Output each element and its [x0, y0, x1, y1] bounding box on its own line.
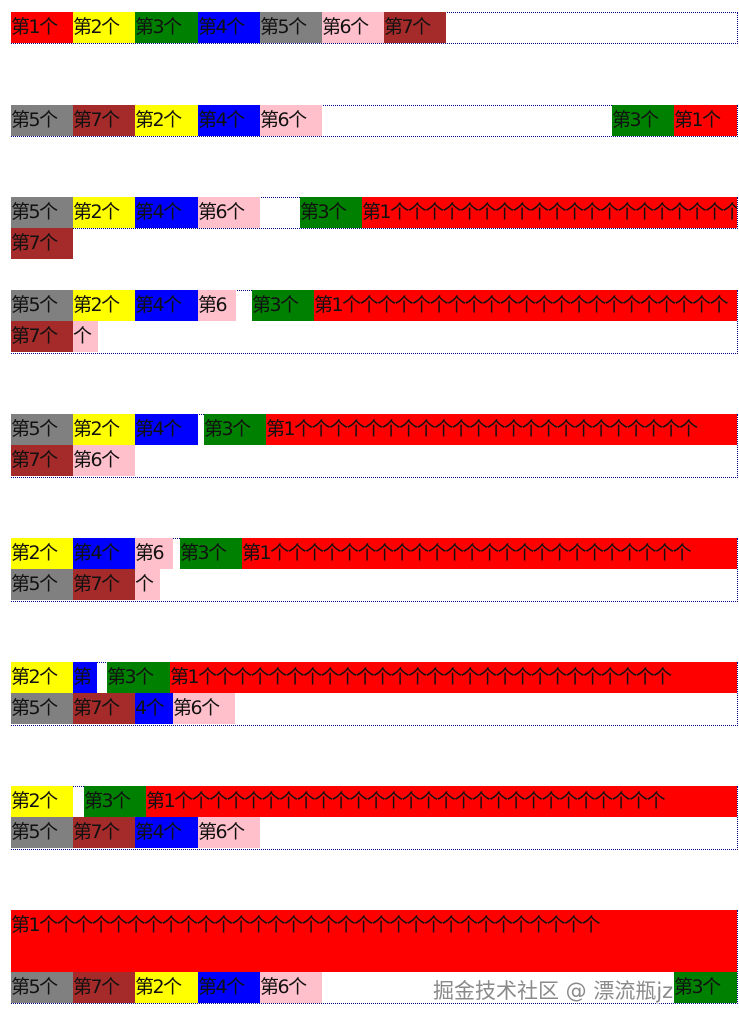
flex-item-red: 第1个 — [11, 12, 73, 43]
flex-item-pink: 第6个 — [260, 105, 322, 136]
flex-item-gray: 第5个 — [11, 414, 73, 445]
flex-item-green: 第3个 — [135, 12, 198, 43]
flex-item-green: 第3个 — [180, 538, 242, 569]
flex-item-green: 第3个 — [204, 414, 266, 445]
flex-item-yellow: 第2个 — [11, 786, 73, 817]
flex-item-blue: 第4个 — [135, 817, 198, 848]
flex-item-yellow: 第2个 — [11, 538, 73, 569]
flex-item-green: 第3个 — [107, 662, 170, 693]
flex-item-green: 第3个 — [300, 197, 362, 228]
flex-item-gray: 第5个 — [11, 105, 73, 136]
flex-item-green: 第3个 — [674, 972, 737, 1003]
flex-item-brown: 第7个 — [384, 12, 446, 43]
flex-item-gray: 第5个 — [11, 693, 73, 724]
flex-item-pink: 第6个 — [173, 693, 235, 724]
flex-item-yellow: 第2个 — [73, 290, 135, 321]
flex-item-green: 第3个 — [612, 105, 674, 136]
flex-item-brown: 第7个 — [73, 105, 135, 136]
watermark: 掘金技术社区 @ 漂流瓶jz — [433, 979, 674, 1003]
flex-item-gray: 第5个 — [11, 290, 73, 321]
flex-item-blue: 第4个 — [135, 290, 198, 321]
flex-item-blue: 第4个 — [73, 538, 135, 569]
flex-item-pink: 第6个 — [73, 445, 135, 476]
flex-item-pink: 第6 — [198, 290, 236, 321]
flex-item-brown: 第7个 — [73, 569, 135, 600]
flex-item-blue: 第4个 — [135, 197, 198, 228]
flex-item-red: 第1个个个个个个个个个个个个个个个个个个个个个个个个个个个个 — [146, 786, 737, 817]
flex-item-blue: 第4个 — [135, 414, 198, 445]
flex-item-pink: 个 — [73, 321, 98, 352]
flex-item-pink: 第6个 — [322, 12, 384, 43]
flex-item-gray: 第5个 — [11, 972, 73, 1003]
flex-item-red: 第1个 — [674, 105, 737, 136]
flex-item-pink: 个 — [135, 569, 160, 600]
flex-item-blue: 第 — [73, 662, 97, 693]
flex-item-blue: 4个 — [135, 693, 173, 724]
flex-item-yellow: 第2个 — [11, 662, 73, 693]
flex-item-red: 第1个个个个个个个个个个个个个个个个个个个个个个个个个个个 — [170, 662, 737, 693]
flex-item-brown: 第7个 — [73, 817, 135, 848]
flex-item-red: 第1个个个个个个个个个个个个个个个个个个个个个个 — [314, 290, 737, 321]
flex-item-green: 第3个 — [84, 786, 146, 817]
flex-item-pink: 第6个 — [198, 817, 260, 848]
flex-item-red: 第1个个个个个个个个个个个个个个个个个个个个个个个个个个个个个个个个 — [11, 910, 737, 972]
flex-item-blue: 第4个 — [198, 972, 260, 1003]
flex-item-gray: 第5个 — [11, 197, 73, 228]
flex-item-red: 第1个个个个个个个个个个个个个个个个个个个个 — [362, 197, 737, 228]
flex-item-brown: 第7个 — [11, 321, 73, 352]
flex-item-yellow: 第2个 — [73, 414, 135, 445]
flex-item-blue: 第4个 — [198, 105, 260, 136]
flex-item-green: 第3个 — [252, 290, 314, 321]
flex-item-brown: 第7个 — [73, 693, 135, 724]
flex-item-pink: 第6个 — [260, 972, 322, 1003]
flex-item-yellow: 第2个 — [135, 972, 198, 1003]
flex-item-gray: 第5个 — [260, 12, 322, 43]
flex-item-gray: 第5个 — [11, 817, 73, 848]
flex-item-brown: 第7个 — [73, 972, 135, 1003]
flex-item-blue: 第4个 — [198, 12, 260, 43]
flex-item-yellow: 第2个 — [73, 197, 135, 228]
flex-item-pink: 第6个 — [198, 197, 260, 228]
flex-item-brown: 第7个 — [11, 228, 73, 259]
flex-item-pink: 第6 — [135, 538, 173, 569]
flex-item-yellow: 第2个 — [73, 12, 135, 43]
flex-item-yellow: 第2个 — [135, 105, 198, 136]
flex-item-red: 第1个个个个个个个个个个个个个个个个个个个个个个个个 — [242, 538, 737, 569]
flex-item-gray: 第5个 — [11, 569, 73, 600]
flex-item-brown: 第7个 — [11, 445, 73, 476]
flex-item-red: 第1个个个个个个个个个个个个个个个个个个个个个个个 — [266, 414, 737, 445]
